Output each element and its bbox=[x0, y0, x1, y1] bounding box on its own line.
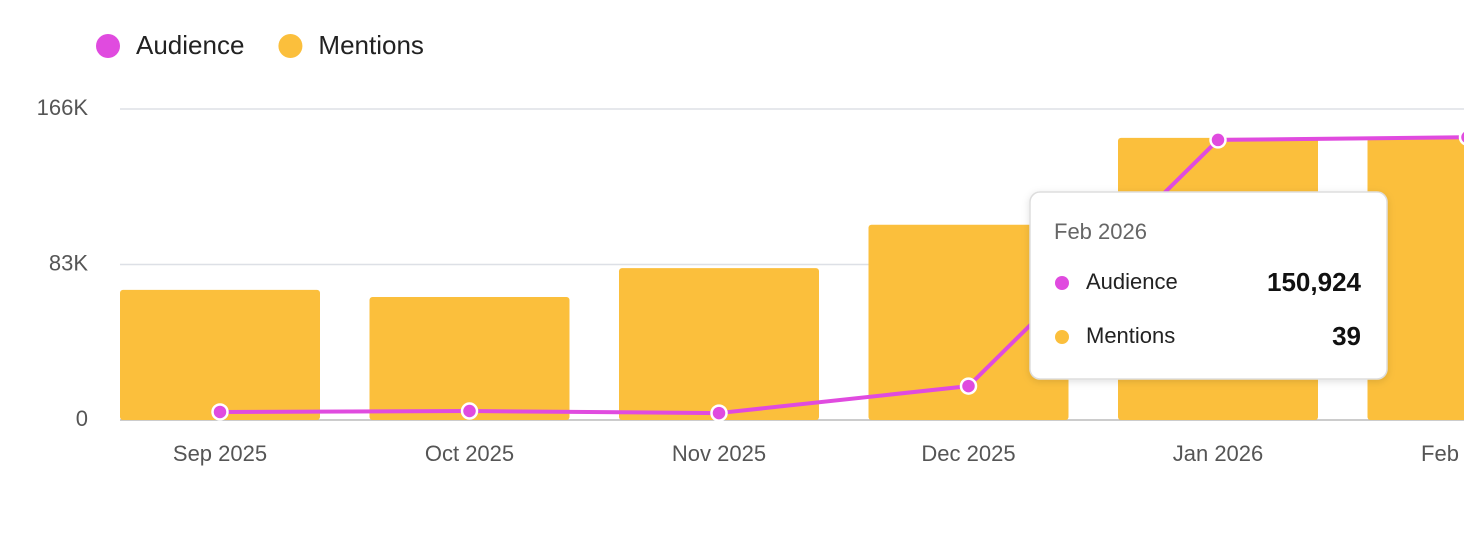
legend: Audience Mentions bbox=[96, 30, 424, 60]
x-tick-label: Feb 2026 bbox=[1421, 441, 1464, 466]
legend-swatch bbox=[278, 34, 303, 58]
point bbox=[710, 404, 728, 422]
tooltip-title: Feb 2026 bbox=[1054, 219, 1147, 244]
labels: 0 83K 166K Sep 2025 Oct 2025 Nov 2025 Dec 2025… bbox=[37, 95, 1464, 466]
point bbox=[1209, 131, 1227, 149]
tooltip: Feb 2026 Audience 150,924 Mentions 39 bbox=[1029, 191, 1388, 380]
legend-swatch bbox=[96, 34, 120, 58]
bar bbox=[1367, 137, 1464, 420]
x-tick-label: Nov 2025 bbox=[672, 441, 766, 466]
point bbox=[959, 377, 978, 395]
legend-label: Mentions bbox=[318, 30, 424, 60]
tooltip-value: 150,924 bbox=[1267, 267, 1362, 297]
x-tick-label: Oct 2025 bbox=[425, 441, 514, 466]
tooltip-label: Audience bbox=[1086, 269, 1178, 294]
point bbox=[211, 403, 229, 421]
tooltip-swatch bbox=[1055, 330, 1069, 344]
audience-line bbox=[219, 135, 1464, 416]
tooltip-label: Mentions bbox=[1086, 323, 1175, 348]
bar bbox=[369, 297, 570, 420]
point bbox=[1458, 129, 1464, 146]
legend-label: Audience bbox=[136, 30, 244, 60]
line-layer bbox=[211, 129, 1464, 422]
bar bbox=[120, 289, 320, 420]
tooltip-value: 39 bbox=[1332, 321, 1361, 351]
y-tick-label: 166K bbox=[37, 95, 89, 120]
tooltip-swatch bbox=[1055, 276, 1069, 290]
x-tick-label: Sep 2025 bbox=[173, 441, 267, 466]
y-tick-label: 0 bbox=[76, 406, 88, 431]
tooltip-box bbox=[1029, 191, 1388, 380]
point bbox=[460, 402, 479, 420]
y-tick-label: 83K bbox=[49, 250, 88, 275]
x-tick-label: Jan 2026 bbox=[1173, 441, 1264, 466]
bar bbox=[619, 268, 819, 420]
x-tick-label: Dec 2025 bbox=[921, 441, 1015, 466]
bar bbox=[868, 224, 1069, 420]
